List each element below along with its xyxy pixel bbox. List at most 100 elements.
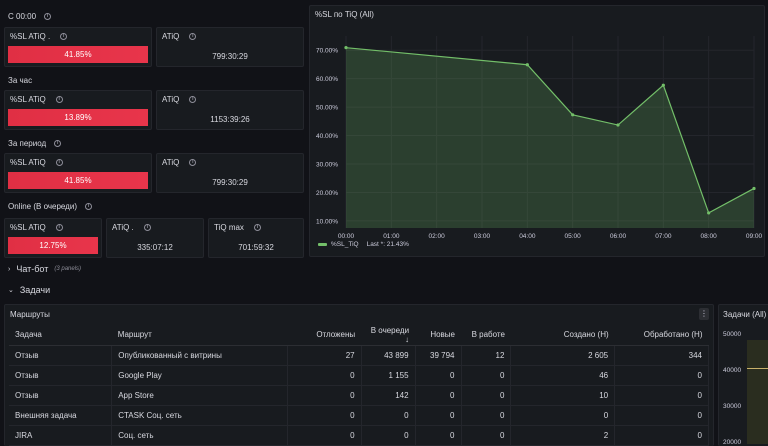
panel-title: ATiQ .: [112, 223, 134, 232]
stat-value: 1153:39:26: [210, 115, 250, 124]
table-cell: 0: [614, 365, 709, 386]
chart-legend[interactable]: %SL_TiQ Last *: 21.43%: [318, 241, 409, 248]
table-cell: 46: [510, 365, 616, 386]
table-cell: 0: [287, 405, 362, 426]
table-cell: 1 155: [361, 365, 416, 386]
info-icon[interactable]: i: [189, 96, 197, 103]
column-header[interactable]: Создано (Н): [510, 325, 615, 346]
table-row[interactable]: JIRA Соц. сеть 0 0 0 0 2 0: [9, 425, 709, 446]
info-icon[interactable]: i: [143, 224, 151, 231]
stat-value: 12.75%: [8, 237, 98, 254]
data-point[interactable]: [344, 46, 348, 50]
column-header[interactable]: Обработано (Н): [614, 325, 709, 346]
section-title: С 00:00: [8, 12, 37, 21]
info-icon[interactable]: i: [55, 96, 63, 103]
legend-swatch: [318, 243, 327, 246]
panel-title: %SL ATiQ: [10, 95, 46, 104]
table-row[interactable]: Внешняя задача CTASK Соц. сеть 0 0 0 0 0 0: [9, 405, 709, 426]
column-header[interactable]: Задача: [9, 325, 112, 346]
info-icon[interactable]: i: [60, 33, 68, 40]
table-cell: 0: [415, 405, 462, 426]
table-cell: Отзыв: [9, 385, 113, 406]
info-icon[interactable]: i: [55, 159, 63, 166]
data-point[interactable]: [752, 186, 756, 191]
stat-panel-midnight-atiq: ATiQ i 799:30:29: [156, 27, 304, 67]
column-header[interactable]: Новые: [415, 325, 461, 346]
table-row[interactable]: Отзыв App Store 0 142 0 0 10 0: [9, 385, 709, 406]
x-tick-label: 08:00: [701, 233, 718, 240]
data-point[interactable]: [616, 123, 620, 127]
panel-title: ATiQ: [162, 158, 180, 167]
info-icon[interactable]: i: [44, 13, 52, 20]
y-tick-label: 40.00%: [316, 133, 338, 140]
row-title: Чат-бот: [16, 264, 49, 274]
section-since-midnight: С 00:00 i: [8, 12, 52, 21]
data-point[interactable]: [707, 211, 711, 215]
column-header[interactable]: Маршрут: [111, 325, 288, 346]
series-area-fill: [346, 47, 754, 228]
y-tick-label: 20.00%: [316, 190, 338, 197]
column-header[interactable]: В очереди ↓: [361, 325, 416, 346]
x-tick-label: 06:00: [610, 233, 627, 240]
stat-value: 13.89%: [8, 109, 148, 126]
table-cell: Внешняя задача: [9, 405, 113, 426]
x-tick-label: 02:00: [429, 233, 446, 240]
stat-value: 41.85%: [8, 172, 148, 189]
stat-value: 41.85%: [8, 46, 148, 63]
info-icon[interactable]: i: [55, 224, 63, 231]
y-tick-label: 30.00%: [316, 162, 338, 169]
x-tick-label: 04:00: [519, 233, 536, 240]
table-cell: 0: [415, 425, 462, 446]
table-cell: 43 899: [361, 345, 416, 366]
stat-value: 701:59:32: [238, 243, 274, 252]
info-icon[interactable]: i: [189, 159, 197, 166]
stat-panel-midnight-sl: %SL ATiQ . i 41.85%: [4, 27, 152, 67]
table-cell: Опубликованный с витрины: [111, 345, 288, 366]
table-cell: 39 794: [415, 345, 462, 366]
row-header-tasks[interactable]: ⌄ Задачи: [8, 285, 50, 295]
y-tick-label: 30000: [723, 403, 742, 410]
x-tick-label: 00:00: [338, 233, 355, 240]
data-point[interactable]: [571, 113, 575, 117]
row-title: Задачи: [19, 285, 51, 295]
table-cell: 0: [614, 385, 709, 406]
table-cell: 344: [614, 345, 709, 366]
table-row[interactable]: Отзыв Google Play 0 1 155 0 0 46 0: [9, 365, 709, 386]
x-tick-label: 05:00: [565, 233, 582, 240]
column-header[interactable]: В работе: [461, 325, 511, 346]
section-per-hour: За час: [8, 76, 32, 85]
tasks-series-line: [747, 368, 768, 369]
column-header[interactable]: Отложены: [287, 325, 362, 346]
stat-panel-online-tiqmax: TiQ max i 701:59:32: [208, 218, 304, 258]
table-cell: 2 605: [510, 345, 616, 366]
chart-svg: 10.00% 20.00% 30.00% 40.00% 50.00% 60.00% 70.0…: [316, 36, 763, 240]
section-online: Online (В очереди) i: [8, 202, 92, 211]
panel-title: %SL ATiQ: [10, 158, 46, 167]
table-cell: 0: [361, 425, 416, 446]
section-title: Online (В очереди): [8, 202, 77, 211]
table-header-row: Задача Маршрут Отложены В очереди ↓ Новые В р…: [9, 325, 709, 346]
data-point[interactable]: [525, 63, 529, 67]
legend-last-value: Last *: 21.43%: [366, 241, 409, 248]
stat-value: 799:30:29: [212, 178, 248, 187]
table-cell: 0: [461, 425, 512, 446]
info-icon[interactable]: i: [253, 224, 261, 231]
table-cell: 0: [461, 385, 512, 406]
stat-panel-online-atiq: ATiQ . i 335:07:12: [106, 218, 204, 258]
stat-value: 799:30:29: [212, 52, 248, 61]
table-cell: 0: [287, 385, 362, 406]
panel-menu-icon[interactable]: ⋮: [699, 308, 709, 320]
table-cell: 0: [614, 405, 709, 426]
data-point[interactable]: [661, 83, 665, 87]
tasks-series-area: [747, 340, 768, 444]
info-icon[interactable]: i: [189, 33, 197, 40]
table-cell: JIRA: [9, 425, 113, 446]
table-row[interactable]: Отзыв Опубликованный с витрины 27 43 899 39 …: [9, 345, 709, 366]
y-tick-label: 40000: [723, 367, 742, 374]
info-icon[interactable]: i: [84, 203, 92, 210]
row-header-chatbot[interactable]: › Чат-бот (3 panels): [8, 264, 81, 274]
info-icon[interactable]: i: [54, 140, 62, 147]
table-cell: CTASK Соц. сеть: [111, 405, 288, 426]
table-cell: Отзыв: [9, 345, 113, 366]
table-cell: 27: [287, 345, 362, 366]
